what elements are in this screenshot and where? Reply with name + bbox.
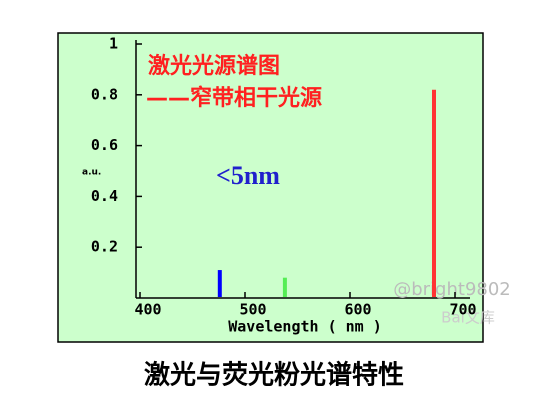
- annotation: ——窄带相干光源: [146, 85, 322, 111]
- x-axis-label: Wavelength ( nm ): [228, 318, 382, 336]
- plot-frame: [57, 32, 484, 343]
- watermark: Bai文库: [441, 309, 495, 327]
- x-tick-label: 500: [239, 301, 266, 319]
- y-tick-label: 1: [109, 35, 118, 53]
- y-axis-label: a.u.: [82, 168, 101, 178]
- x-tick-label: 700: [449, 301, 476, 319]
- x-tick-label: 600: [344, 301, 371, 319]
- annotation: <5nm: [216, 161, 280, 190]
- y-tick-label: 0.8: [91, 85, 118, 103]
- annotation: 激光光源谱图: [148, 53, 280, 79]
- y-tick-label: 0.6: [91, 136, 118, 154]
- x-tick-label: 400: [134, 301, 161, 319]
- y-tick-label: 0.4: [91, 187, 118, 205]
- watermark: @bright9802: [393, 279, 511, 300]
- y-tick-label: 0.2: [91, 238, 118, 256]
- caption: 激光与荧光粉光谱特性: [144, 360, 404, 391]
